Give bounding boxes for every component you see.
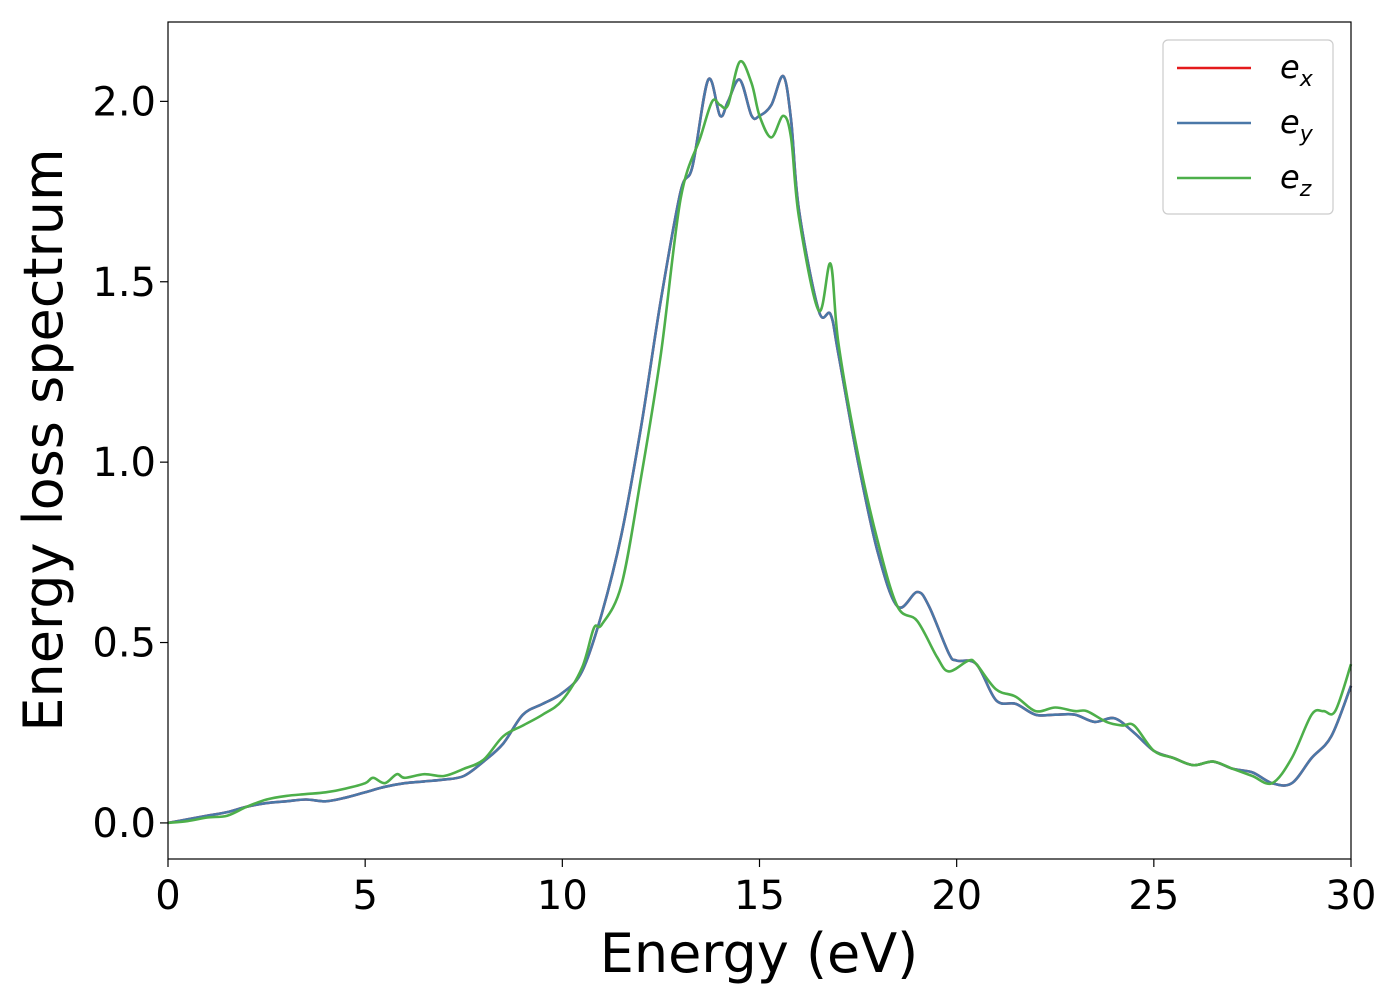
x-axis: 0 5 10 15 20 25 30 — [155, 859, 1376, 919]
y-tick-label: 1.5 — [92, 260, 156, 306]
legend-label-e-x: ex — [1280, 48, 1314, 92]
series-line-e-y — [167, 74, 1353, 825]
y-axis-title: Energy loss spectrum — [12, 148, 75, 731]
x-tick-label: 10 — [537, 873, 588, 919]
x-axis-title: Energy (eV) — [600, 922, 919, 985]
y-tick-label: 0.0 — [92, 801, 156, 847]
series-line-e-z — [167, 59, 1353, 825]
y-axis: 0.0 0.5 1.0 1.5 2.0 — [92, 79, 168, 847]
legend-label-e-y: ey — [1280, 103, 1314, 147]
x-tick-label: 0 — [155, 873, 180, 919]
x-tick-label: 25 — [1128, 873, 1179, 919]
x-tick-label: 30 — [1326, 873, 1377, 919]
y-tick-label: 0.5 — [92, 621, 156, 667]
y-tick-label: 1.0 — [92, 440, 156, 486]
legend-label-e-z: ez — [1280, 158, 1312, 202]
legend: ex ey ez — [1162, 39, 1334, 215]
x-tick-label: 20 — [931, 873, 982, 919]
series-layer — [167, 59, 1353, 825]
plot-background — [168, 22, 1351, 859]
x-tick-label: 15 — [734, 873, 785, 919]
y-tick-label: 2.0 — [92, 79, 156, 125]
legend-box — [1162, 39, 1334, 215]
x-tick-label: 5 — [352, 873, 377, 919]
